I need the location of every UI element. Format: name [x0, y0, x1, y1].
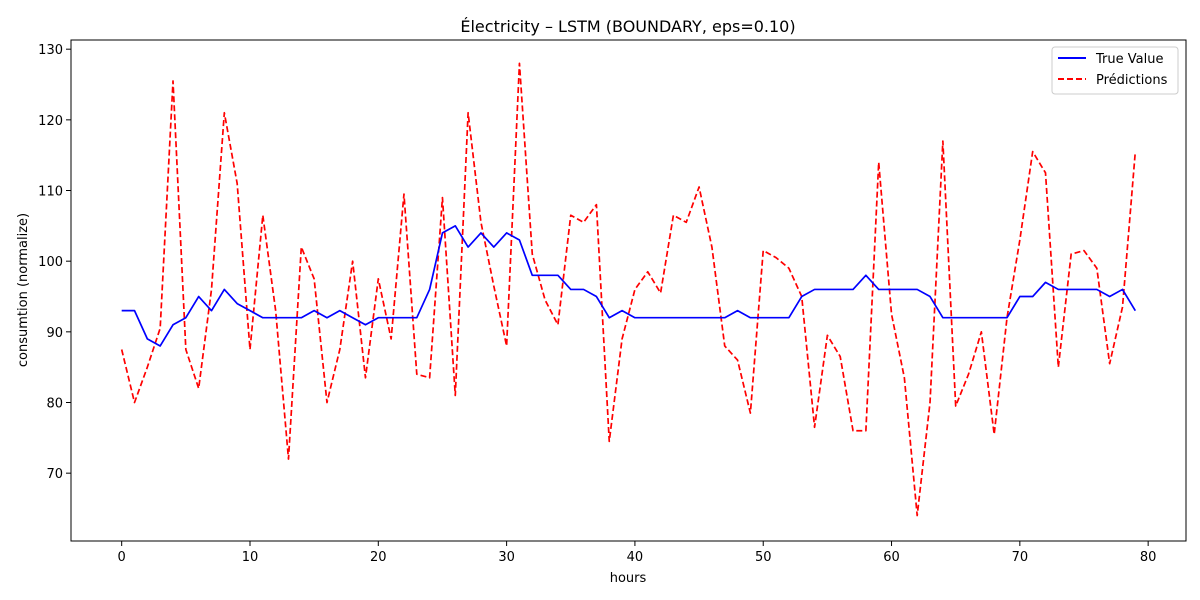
y-tick-label: 90: [46, 326, 63, 341]
x-tick-label: 20: [370, 550, 387, 565]
y-tick-label: 120: [38, 114, 63, 129]
y-axis: 70 80 90 100 110 120 130: [38, 43, 71, 482]
x-tick-label: 10: [242, 550, 259, 565]
x-tick-label: 80: [1140, 550, 1157, 565]
legend-label-true-value: True Value: [1095, 52, 1163, 67]
legend: True Value Prédictions: [1051, 46, 1179, 95]
axes-frame: [70, 39, 1187, 542]
y-tick-label: 110: [38, 185, 63, 200]
x-axis: 0 10 20 30 40 50 60 70 80: [118, 541, 1157, 565]
y-tick-label: 100: [38, 255, 63, 270]
chart-title: Électricity – LSTM (BOUNDARY, eps=0.10): [460, 17, 795, 36]
y-tick-label: 70: [46, 467, 63, 482]
legend-label-predictions: Prédictions: [1096, 73, 1168, 88]
y-tick-label: 130: [38, 43, 63, 58]
plot-area: [120, 62, 1137, 517]
x-tick-label: 50: [755, 550, 772, 565]
x-tick-label: 70: [1012, 550, 1029, 565]
y-axis-title: consumtion (normalize): [16, 213, 31, 367]
series-line-true-value: [121, 224, 1137, 347]
series-line-predictions: [120, 62, 1137, 517]
y-tick-label: 80: [46, 397, 63, 412]
x-tick-label: 60: [883, 550, 900, 565]
x-tick-label: 40: [627, 550, 644, 565]
x-tick-label: 0: [118, 550, 126, 565]
x-tick-label: 30: [498, 550, 515, 565]
x-axis-title: hours: [610, 571, 647, 586]
